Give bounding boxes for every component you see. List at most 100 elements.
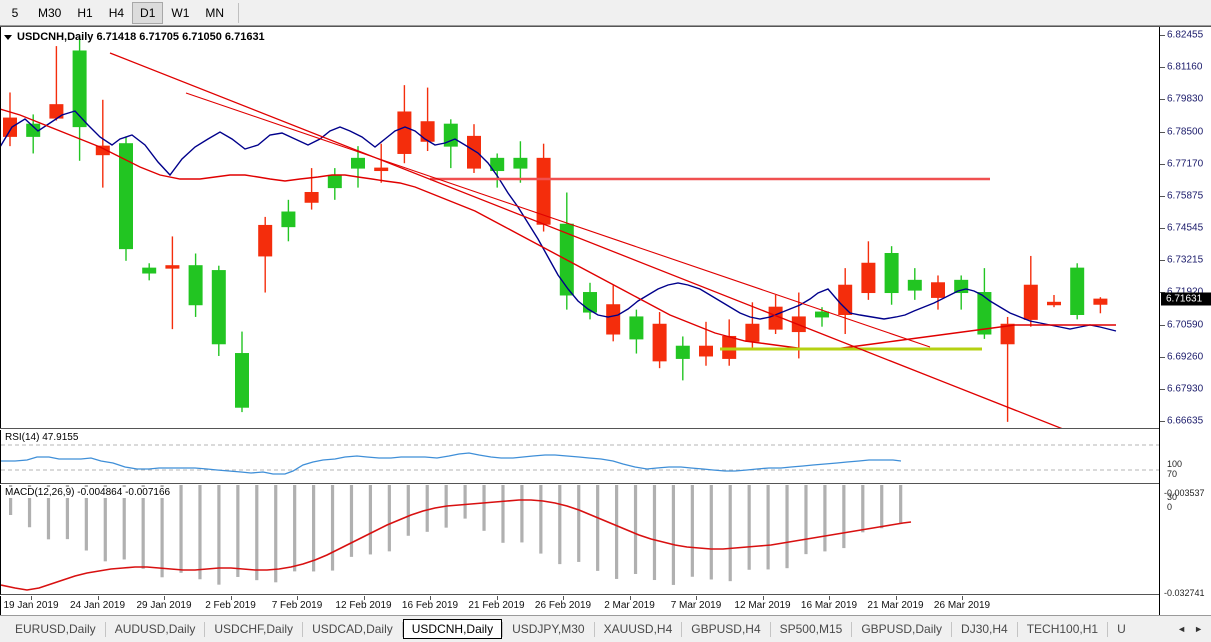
time-axis-tick xyxy=(496,596,498,600)
price-axis[interactable]: 6.82455 6.81160 6.79830 6.78500 6.77170 6.758… xyxy=(1159,27,1211,616)
macd-histogram-bar xyxy=(65,485,70,540)
candle-body xyxy=(1093,298,1108,305)
time-axis-label: 21 Feb 2019 xyxy=(468,600,525,611)
chart-tab-usdcnh-daily[interactable]: USDCNH,Daily xyxy=(402,619,503,639)
timeframe-button-m30[interactable]: M30 xyxy=(38,5,62,20)
price-axis-label: 6.67930 xyxy=(1167,383,1204,395)
candle-body xyxy=(304,191,319,203)
macd-histogram-bar xyxy=(804,485,808,555)
timeframe-button-w1[interactable]: W1 xyxy=(171,5,190,20)
price-axis-label: 6.78500 xyxy=(1167,126,1204,137)
macd-histogram-bar xyxy=(46,485,51,540)
macd-histogram-bar xyxy=(615,485,619,579)
candle-body xyxy=(699,345,713,357)
chevron-down-icon[interactable] xyxy=(4,34,12,40)
chart-tab-usdcad-daily[interactable]: USDCAD,Daily xyxy=(312,622,393,636)
time-axis-label: 12 Mar 2019 xyxy=(734,600,791,611)
price-chart-svg xyxy=(0,37,1117,428)
timeframe-button-5[interactable]: 5 xyxy=(11,5,19,20)
timeframe-button-d1[interactable]: D1 xyxy=(132,1,164,24)
candle-body xyxy=(95,145,110,156)
candle-body xyxy=(443,123,458,147)
chart-tab-sp500-m15[interactable]: SP500,M15 xyxy=(779,622,843,636)
candle-body xyxy=(652,323,667,362)
macd-histogram-bar xyxy=(274,485,278,583)
time-axis-tick xyxy=(97,596,99,600)
macd-histogram-bar xyxy=(709,485,713,580)
chart-tab-gbpusd-daily[interactable]: GBPUSD,Daily xyxy=(861,622,943,636)
macd-histogram-bar xyxy=(122,485,126,560)
time-axis: 19 Jan 2019 24 Jan 2019 29 Jan 2019 2 Feb 2… xyxy=(0,596,1159,616)
time-axis-tick xyxy=(164,596,165,600)
candle-body xyxy=(768,306,783,330)
macd-histogram-bar xyxy=(558,485,562,565)
chart-tab-usdchf-daily[interactable]: USDCHF,Daily xyxy=(214,622,294,636)
macd-histogram-bar xyxy=(179,485,183,573)
chart-tab-xauusd-h4[interactable]: XAUUSD,H4 xyxy=(603,622,673,636)
tabs-scroll-left-icon[interactable]: ◄ xyxy=(1177,624,1187,634)
price-axis-tick xyxy=(1160,195,1165,197)
candle-body xyxy=(1023,284,1038,320)
chart-tab-tech100-h1[interactable]: TECH100,H1 xyxy=(1026,622,1099,636)
chart-tab-u[interactable]: U xyxy=(1117,622,1126,636)
macd-histogram-bar xyxy=(425,485,429,532)
macd-histogram-bar xyxy=(9,485,13,515)
macd-histogram-bar xyxy=(27,485,32,528)
tab-divider xyxy=(1016,621,1018,637)
time-axis-tick xyxy=(829,596,830,600)
macd-histogram-bar xyxy=(861,485,865,533)
candle-body xyxy=(119,143,133,250)
tab-divider xyxy=(204,621,206,637)
macd-histogram-bar xyxy=(330,485,335,571)
rsi-indicator-pane[interactable]: RSI(14) 47.9155 xyxy=(0,430,1159,484)
time-axis-label: 21 Mar 2019 xyxy=(867,600,924,611)
symbol-info-line[interactable]: USDCNH,Daily 6.71418 6.71705 6.71050 6.7… xyxy=(4,31,265,43)
candle-body xyxy=(536,157,551,225)
rsi-axis-label: 0 xyxy=(1167,502,1173,512)
macd-chart-svg xyxy=(1,485,912,591)
rsi-line xyxy=(1,452,902,475)
tab-divider xyxy=(104,621,106,637)
price-axis-tick xyxy=(1160,66,1165,68)
tab-divider xyxy=(593,621,595,637)
price-axis-label: 6.71920 xyxy=(1167,287,1203,298)
chart-tab-eurusd-daily[interactable]: EURUSD,Daily xyxy=(15,622,96,636)
macd-histogram-bar xyxy=(198,485,202,580)
chart-tab-dj30-h4[interactable]: DJ30,H4 xyxy=(961,622,1008,636)
timeframe-button-h4[interactable]: H4 xyxy=(108,5,125,20)
toolbar-divider xyxy=(238,2,240,23)
macd-histogram-bar xyxy=(482,485,486,531)
tab-divider xyxy=(769,621,771,637)
macd-histogram-bar xyxy=(312,485,316,572)
time-axis-tick xyxy=(230,596,232,600)
macd-histogram-bar xyxy=(671,485,676,585)
price-axis-tick xyxy=(1160,131,1165,133)
candle-body xyxy=(861,262,876,294)
candle-body xyxy=(722,335,737,359)
downtrend-line-upper xyxy=(109,52,1063,428)
time-axis-tick xyxy=(297,596,298,600)
timeframe-button-mn[interactable]: MN xyxy=(205,5,225,20)
price-axis-label: 6.75875 xyxy=(1167,190,1204,202)
candlestick-series xyxy=(3,37,1108,422)
time-axis-label: 29 Jan 2019 xyxy=(136,600,192,611)
macd-histogram-bar xyxy=(217,485,221,585)
rsi-axis-label: 70 xyxy=(1167,469,1178,479)
price-pane[interactable]: USDCNH,Daily 6.71418 6.71705 6.71050 6.7… xyxy=(0,27,1159,429)
time-axis-label: 26 Mar 2019 xyxy=(933,600,991,611)
price-axis-label: 6.77170 xyxy=(1167,158,1204,170)
price-axis-label: 6.74545 xyxy=(1167,222,1204,234)
macd-label: MACD(12,26,9) -0.004864 -0.007166 xyxy=(5,487,174,498)
macd-histogram-bar xyxy=(633,485,638,574)
candle-body xyxy=(1070,267,1085,315)
macd-histogram-bar xyxy=(84,485,88,551)
chart-tab-gbpusd-h4[interactable]: GBPUSD,H4 xyxy=(691,622,761,636)
chart-tab-usdjpy-m30[interactable]: USDJPY,M30 xyxy=(512,622,585,636)
tabs-scroll-right-icon[interactable]: ► xyxy=(1194,624,1203,634)
chart-tab-audusd-daily[interactable]: AUDUSD,Daily xyxy=(114,622,196,636)
macd-indicator-pane[interactable]: MACD(12,26,9) -0.004864 -0.007166 xyxy=(0,485,1159,595)
symbol-ohlc-text: USDCNH,Daily 6.71418 6.71705 6.71050 6.7… xyxy=(17,31,265,43)
macd-histogram-bar xyxy=(293,485,297,572)
timeframe-button-h1[interactable]: H1 xyxy=(77,5,93,20)
macd-histogram-bar xyxy=(520,485,524,543)
